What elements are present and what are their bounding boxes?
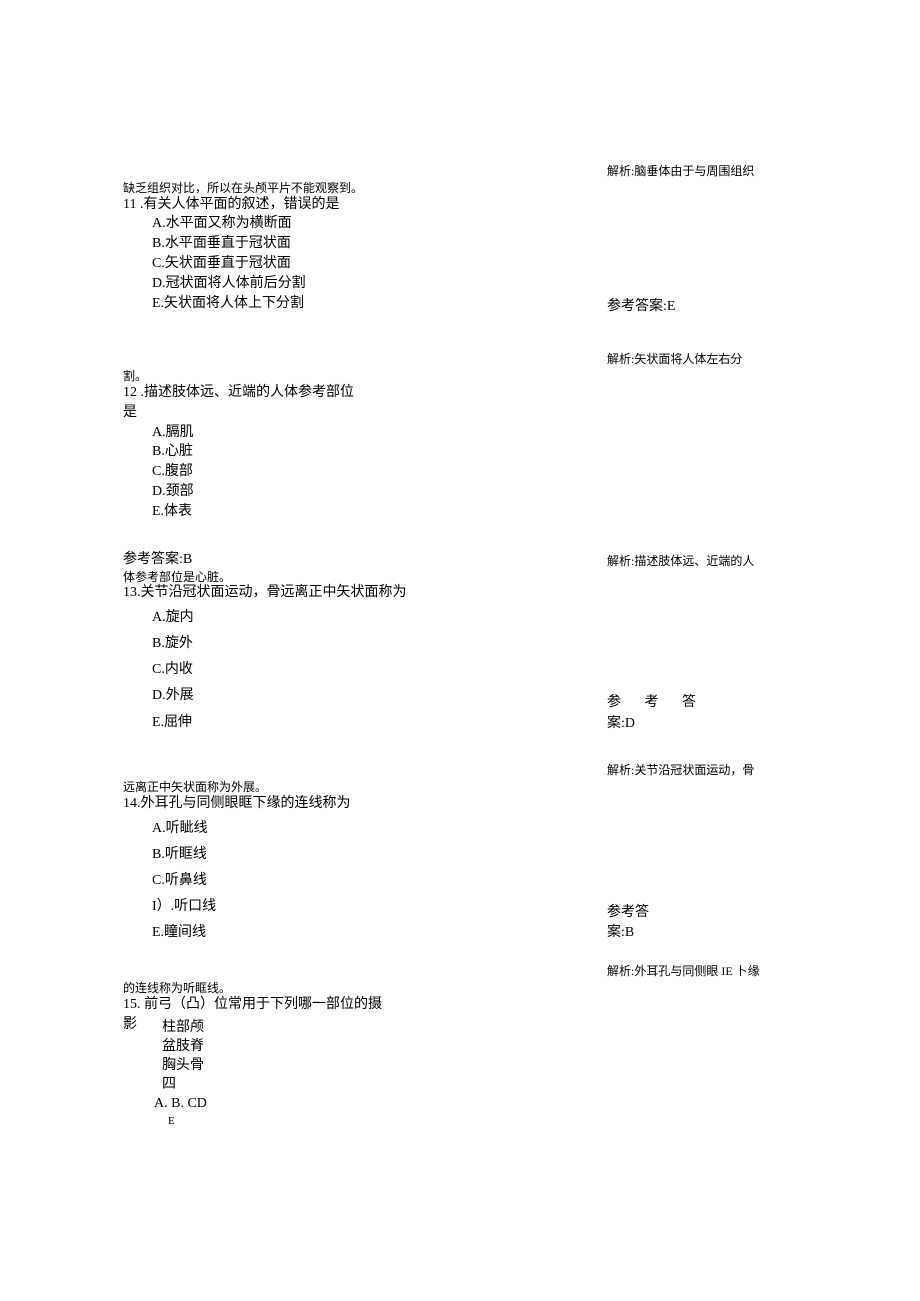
q12-stem-1: 12 .描述肢体远、近端的人体参考部位 [123,384,354,403]
q13-answer-2: 案:D [607,715,635,734]
q13-option-c: C.内收 [152,661,193,680]
q14-option-d: I）.听口线 [152,898,216,917]
q13-stem: 13.关节沿冠状面运动，骨远离正中矢状面称为 [123,584,407,603]
q15-line-5: A. B. CD [154,1095,207,1114]
q15-stem-2: 影 [123,1016,137,1035]
q13-option-b: B.旋外 [152,635,193,654]
q11-option-c: C.矢状面垂直于冠状面 [152,255,291,274]
q15-line-1: 柱部颅 [162,1019,204,1038]
document-page: 解析:脑垂体由于与周围组织 缺乏组织对比，所以在头颅平片不能观察到。 11 .有… [0,0,920,1301]
q14-analysis-left: 的连线称为听眶线。 [123,980,231,996]
q11-analysis-right: 解析:矢状面将人体左右分 [607,351,742,367]
q11-option-e: E.矢状面将人体上下分割 [152,295,304,314]
q12-option-c: C.腹部 [152,463,193,482]
q14-stem: 14.外耳孔与同侧眼眶下缘的连线称为 [123,795,351,814]
q14-analysis-right: 解析:外耳孔与同侧眼 IE 卜缘 [607,963,760,979]
q13-option-a: A.旋内 [152,609,194,628]
q14-option-b: B.听眶线 [152,846,207,865]
q13-analysis-left: 远离正中矢状面称为外展。 [123,779,267,795]
q13-answer-1: 参 考 答 [607,694,706,713]
q11-option-b: B.水平面垂直于冠状面 [152,235,291,254]
q12-option-a: A.膈肌 [152,424,194,443]
q12-option-b: B.心脏 [152,443,193,462]
q12-stem-2: 是 [123,404,137,423]
q14-option-c: C.听鼻线 [152,872,207,891]
q10-analysis-right: 解析:脑垂体由于与周围组织 [607,163,754,179]
q11-option-d: D.冠状面将人体前后分割 [152,275,306,294]
q15-line-4: 四 [162,1076,176,1095]
q12-option-d: D.颈部 [152,483,194,502]
q15-line-2: 盆肢脊 [162,1038,204,1057]
q11-answer: 参考答案:E [607,298,675,317]
q11-analysis-left: 割。 [123,368,147,384]
q14-option-a: A.听眦线 [152,820,208,839]
q13-option-e: E.屈伸 [152,714,192,733]
q14-answer-1: 参考答 [607,904,649,923]
q15-line-6: E [168,1114,175,1129]
q14-option-e: E.瞳间线 [152,924,206,943]
q12-option-e: E.体表 [152,503,192,522]
q13-option-d: D.外展 [152,687,194,706]
q15-stem-1: 15. 前弓（凸）位常用于下列哪一部位的摄 [123,996,382,1015]
q11-stem: 11 .有关人体平面的叙述，错误的是 [123,196,339,215]
q11-option-a: A.水平面又称为横断面 [152,215,292,234]
q12-analysis-right: 解析:描述肢体远、近端的人 [607,553,754,569]
q14-answer-2: 案:B [607,924,634,943]
q10-analysis-left: 缺乏组织对比，所以在头颅平片不能观察到。 [123,180,363,196]
q15-line-3: 胸头骨 [162,1057,204,1076]
q12-analysis-left: 体参考部位是心脏。 [123,569,231,585]
q12-answer: 参考答案:B [123,551,192,570]
q13-analysis-right: 解析:关节沿冠状面运动，骨 [607,762,754,778]
